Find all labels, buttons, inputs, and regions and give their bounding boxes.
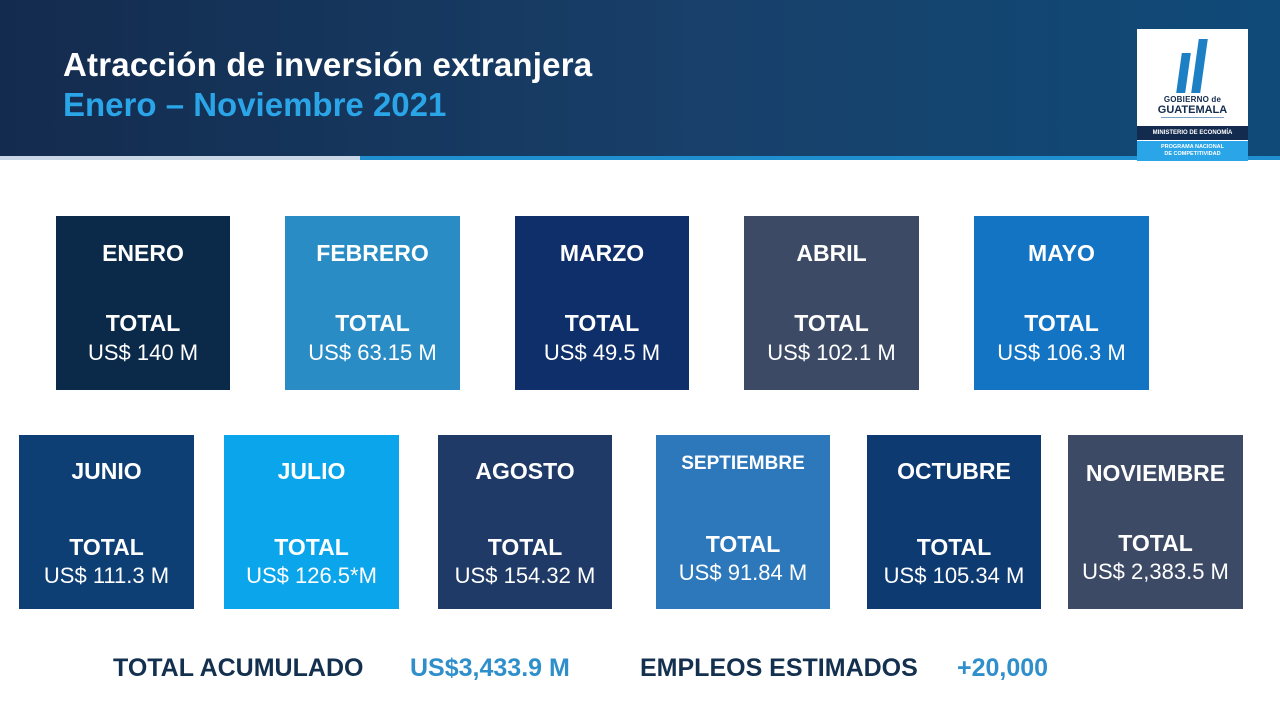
page-title: Atracción de inversión extranjera: [63, 46, 593, 83]
total-label: TOTAL: [564, 310, 640, 336]
logo-program-line1: PROGRAMA NACIONAL: [1160, 144, 1225, 150]
total-label: TOTAL: [705, 531, 781, 557]
month-card-enero: ENERO TOTAL US$ 140 M: [56, 216, 230, 390]
total-value: US$ 49.5 M: [543, 340, 661, 365]
total-label: TOTAL: [487, 534, 563, 560]
total-label: TOTAL: [794, 310, 869, 336]
month-card-febrero: FEBRERO TOTAL US$ 63.15 M: [285, 216, 460, 390]
logo-divider: [1161, 117, 1224, 118]
month-card-mayo: MAYO TOTAL US$ 106.3 M: [974, 216, 1149, 390]
header-banner: [0, 0, 1280, 160]
month-name: ENERO: [102, 240, 184, 266]
jobs-label: EMPLEOS ESTIMADOS: [640, 654, 918, 682]
total-label: TOTAL: [916, 534, 992, 560]
accumulated-value: US$3,433.9 M: [410, 654, 570, 682]
jobs-value: +20,000: [957, 654, 1049, 682]
month-name: MAYO: [1028, 240, 1095, 266]
total-value: US$ 91.84 M: [678, 560, 808, 585]
logo-program: PROGRAMA NACIONAL DE COMPETITIVIDAD: [1137, 141, 1248, 161]
month-name: OCTUBRE: [897, 458, 1011, 484]
guatemala-bars-icon: [1176, 39, 1211, 93]
total-label: TOTAL: [1118, 530, 1193, 556]
header-divider-blue: [360, 156, 1280, 160]
month-card-agosto: AGOSTO TOTAL US$ 154.32 M: [438, 435, 612, 609]
logo-line1: GOBIERNO de: [1163, 95, 1222, 104]
month-name: SEPTIEMBRE: [681, 453, 805, 474]
month-name: JULIO: [277, 458, 346, 484]
month-card-abril: ABRIL TOTAL US$ 102.1 M: [744, 216, 919, 390]
page-subtitle: Enero – Noviembre 2021: [63, 86, 447, 123]
month-card-noviembre: NOVIEMBRE TOTAL US$ 2,383.5 M: [1068, 435, 1243, 609]
month-card-junio: JUNIO TOTAL US$ 111.3 M: [19, 435, 194, 609]
total-value: US$ 2,383.5 M: [1082, 559, 1229, 584]
total-value: US$ 154.32 M: [454, 563, 596, 588]
month-card-julio: JULIO TOTAL US$ 126.5*M: [224, 435, 399, 609]
total-label: TOTAL: [69, 534, 144, 560]
month-card-octubre: OCTUBRE TOTAL US$ 105.34 M: [867, 435, 1041, 609]
total-label: TOTAL: [1024, 310, 1099, 336]
logo-program-line2: DE COMPETITIVIDAD: [1164, 151, 1221, 157]
total-value: US$ 111.3 M: [43, 563, 170, 588]
total-value: US$ 105.34 M: [883, 563, 1025, 588]
total-value: US$ 126.5*M: [246, 563, 377, 588]
logo-ministry: MINISTERIO DE ECONOMÍA: [1137, 126, 1248, 140]
total-value: US$ 140 M: [87, 340, 199, 365]
total-value: US$ 63.15 M: [308, 340, 437, 365]
government-logo: GOBIERNO de GUATEMALA MINISTERIO DE ECON…: [1137, 29, 1248, 161]
month-name: AGOSTO: [475, 458, 575, 484]
month-name: FEBRERO: [316, 240, 429, 266]
month-name: MARZO: [559, 240, 645, 266]
total-label: TOTAL: [274, 534, 349, 560]
logo-line2: GUATEMALA: [1157, 104, 1228, 116]
month-name: NOVIEMBRE: [1085, 460, 1226, 486]
month-card-septiembre: SEPTIEMBRE TOTAL US$ 91.84 M: [656, 435, 830, 609]
month-name: JUNIO: [71, 458, 142, 484]
total-label: TOTAL: [335, 310, 410, 336]
accumulated-label: TOTAL ACUMULADO: [113, 654, 364, 682]
total-label: TOTAL: [105, 310, 181, 336]
total-value: US$ 106.3 M: [997, 340, 1126, 365]
header-divider-light: [0, 156, 360, 160]
month-name: ABRIL: [796, 240, 867, 266]
total-value: US$ 102.1 M: [767, 340, 896, 365]
month-card-marzo: MARZO TOTAL US$ 49.5 M: [515, 216, 689, 390]
